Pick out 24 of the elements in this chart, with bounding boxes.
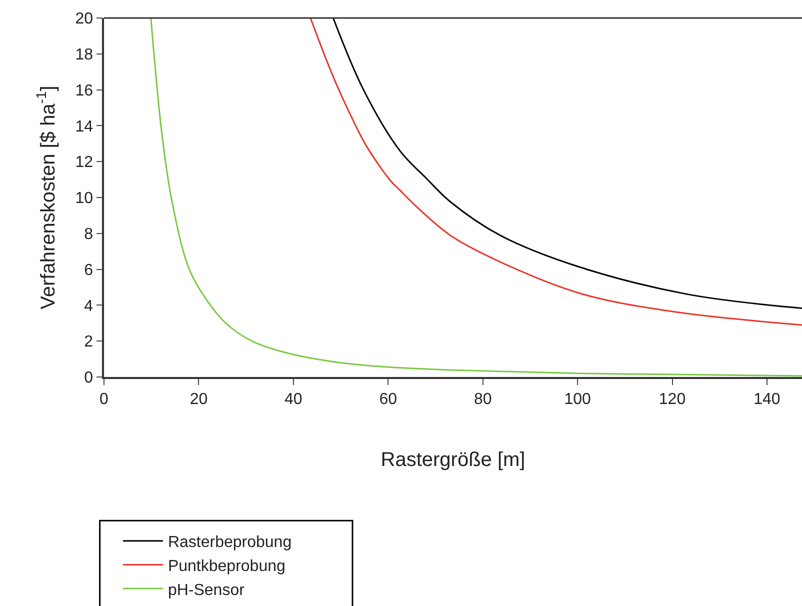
x-tick-label: 0 [100,390,109,408]
x-tick-label: 80 [474,390,492,408]
line-series [150,18,802,377]
y-tick-label: 6 [84,262,94,279]
legend-label: Puntkbeprobung [168,558,286,575]
y-tick-label: 12 [75,154,94,172]
x-tick-label: 120 [658,390,686,408]
y-tick-label: 4 [84,298,94,315]
y-tick-label: 20 [75,10,94,28]
x-axis-title: Rastergröße [m] [380,448,526,471]
y-tick-label: 18 [75,46,94,64]
y-tick-label: 8 [84,226,94,243]
x-tick-label: 60 [379,390,398,408]
x-tick-label: 140 [754,390,780,408]
y-tick-label: 14 [75,118,94,136]
y-tick-label: 0 [84,370,94,387]
legend-label: pH-Sensor [168,582,246,599]
legend-label: Rasterbeprobung [168,534,292,552]
y-tick-label: 2 [84,334,94,351]
y-tick-label: 16 [75,82,94,100]
x-tick-label: 40 [284,390,302,408]
x-tick-label: 100 [564,390,591,408]
x-tick-label: 20 [190,390,208,408]
y-tick-label: 10 [75,190,94,208]
